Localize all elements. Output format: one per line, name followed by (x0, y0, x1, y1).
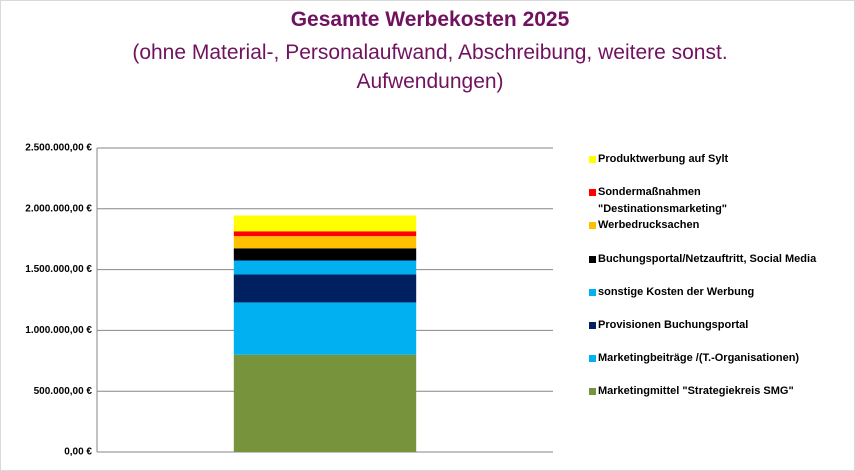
legend-label: Marketingbeiträge /(T.-Organisationen) (598, 352, 800, 365)
legend-label: Werbedrucksachen (598, 219, 700, 232)
legend-label: sonstige Kosten der Werbung (598, 285, 755, 298)
legend-entry: Marketingbeiträge /(T.-Organisationen) (589, 350, 838, 367)
chart-title: Gesamte Werbekosten 2025 (290, 8, 570, 31)
legend-swatch (589, 222, 596, 230)
legend-swatch (589, 255, 596, 263)
legend-label: Marketingmittel "Strategiekreis SMG" (598, 385, 794, 398)
legend-swatch (589, 388, 596, 396)
y-tick-label: 1.000.000,00 € (25, 325, 92, 336)
legend-entry: Sondermaßnahmen "Destinationsmarketing" (589, 184, 758, 218)
bar-segment (233, 236, 417, 249)
y-tick-label: 1.500.000,00 € (25, 264, 92, 275)
legend-swatch (589, 355, 596, 363)
legend-entry: sonstige Kosten der Werbung (589, 284, 838, 301)
legend-label: Provisionen Buchungsportal (598, 319, 749, 331)
y-tick-label: 500.000,00 € (34, 386, 93, 397)
legend-swatch (589, 189, 596, 197)
legend-entry: Buchungsportal/Netzauftritt, Social Medi… (589, 251, 838, 268)
chart-subtitle: (ohne Material-, Personalaufwand, Abschr… (132, 41, 728, 93)
legend-entry: Produktwerbung auf Sylt (589, 151, 838, 168)
y-tick-label: 0,00 € (64, 447, 92, 458)
legend-swatch (589, 322, 596, 329)
legend-entry: Provisionen Buchungsportal (589, 317, 838, 334)
bar-segment (233, 354, 417, 452)
legend-swatch (589, 156, 596, 163)
bar-segment (233, 248, 417, 261)
bar-segment (233, 302, 417, 355)
legend-entry: Marketingmittel "Strategiekreis SMG" (589, 383, 838, 400)
bar-segment (233, 231, 417, 237)
y-tick-label: 2.500.000,00 € (25, 143, 92, 154)
bar-segment (233, 215, 417, 232)
legend-label: Sondermaßnahmen "Destinationsmarketing" (598, 186, 728, 216)
bar-segment (233, 260, 417, 275)
y-tick-label: 2.000.000,00 € (25, 203, 92, 214)
legend-swatch (589, 288, 596, 296)
legend-entry: Werbedrucksachen (589, 217, 838, 234)
legend-label: Produktwerbung auf Sylt (598, 153, 729, 165)
bar-segment (233, 274, 417, 303)
legend-label: Buchungsportal/Netzauftritt, Social Medi… (598, 252, 817, 265)
